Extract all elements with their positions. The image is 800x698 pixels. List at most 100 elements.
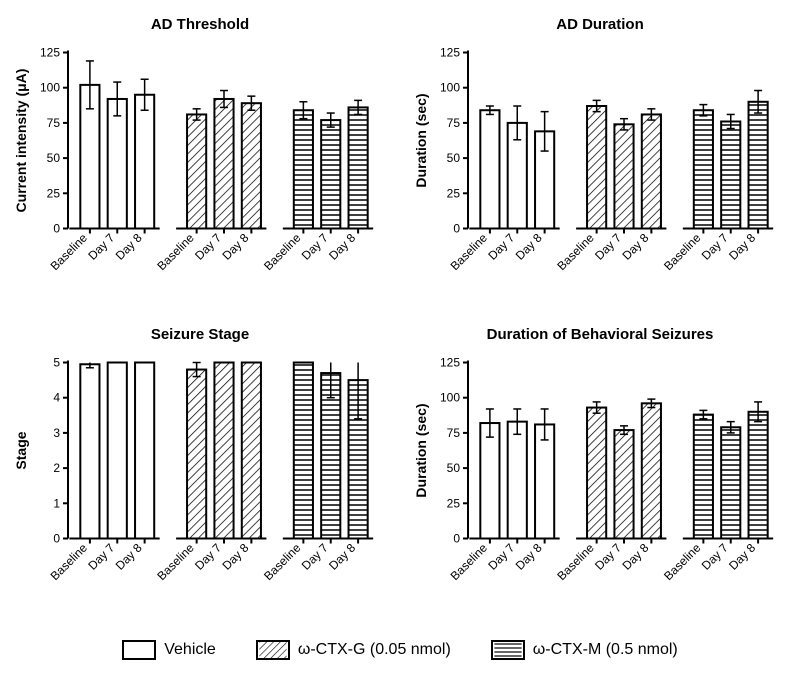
bar xyxy=(749,102,768,229)
xtick-label: Day 8 xyxy=(113,540,145,572)
bar xyxy=(135,363,154,539)
xtick-label: Baseline xyxy=(48,540,91,583)
xtick-label: Day 7 xyxy=(192,230,224,262)
chart-svg: 0255075100125Duration (sec)BaselineDay 7… xyxy=(410,35,790,310)
ytick-label: 2 xyxy=(53,461,60,475)
ytick-label: 50 xyxy=(447,461,461,475)
bar xyxy=(721,121,740,228)
xtick-label: Day 7 xyxy=(299,540,331,572)
xtick-label: Baseline xyxy=(554,540,597,583)
chart-svg: 0 25 50 75 100 125 Current intensity (μA) Basel… xyxy=(10,35,390,310)
ytick-label: 50 xyxy=(47,151,61,165)
bar xyxy=(294,363,313,539)
ytick-label: 100 xyxy=(440,391,460,405)
chart-svg: 0255075100125Duration (sec)BaselineDay 7… xyxy=(410,345,790,620)
bar xyxy=(614,430,633,538)
ytick-label: 50 xyxy=(447,151,461,165)
ytick-label: 0 xyxy=(53,222,60,236)
xtick-label: Day 8 xyxy=(326,230,358,262)
panel-title: AD Duration xyxy=(556,16,644,33)
bar xyxy=(242,363,261,539)
ytick-label: 75 xyxy=(447,426,461,440)
panel-title: AD Threshold xyxy=(151,16,249,33)
xtick-label: Day 8 xyxy=(219,540,251,572)
panel-ad_duration: AD Duration 0 25 50 75 100 125 Duration (sec) Ba… xyxy=(410,10,790,310)
chart-wrap: 012345StageBaselineDay 7Day 8BaselineDay… xyxy=(10,345,390,620)
bar xyxy=(587,106,606,228)
chart-wrap: 0255075100125Duration (sec)BaselineDay 7… xyxy=(410,35,790,310)
xtick-label: Day 7 xyxy=(592,230,624,262)
ytick-label: 25 xyxy=(447,186,461,200)
bar xyxy=(508,422,527,539)
ytick-label: 5 xyxy=(53,356,60,370)
bar xyxy=(187,370,206,539)
legend-swatch xyxy=(122,640,156,660)
xtick-label: Day 8 xyxy=(513,230,545,262)
panel-ad_threshold: AD Threshold 0 25 50 75 100 125 Current intensi… xyxy=(10,10,390,310)
xtick-label: Day 7 xyxy=(485,230,517,262)
xtick-label: Baseline xyxy=(261,540,304,583)
bar xyxy=(749,412,768,539)
ytick-label: 125 xyxy=(440,46,460,60)
xtick-label: Day 7 xyxy=(85,230,117,262)
bar xyxy=(349,107,368,228)
xtick-label: Day 7 xyxy=(699,230,731,262)
ytick-label: 25 xyxy=(47,186,61,200)
bar xyxy=(642,114,661,228)
xtick-label: Day 7 xyxy=(699,540,731,572)
xtick-label: Day 7 xyxy=(485,540,517,572)
xtick-label: Baseline xyxy=(154,230,197,273)
ytick-label: 100 xyxy=(440,81,460,95)
xtick-label: Day 8 xyxy=(113,230,145,262)
xtick-label: Day 8 xyxy=(619,230,651,262)
xtick-label: Day 8 xyxy=(726,540,758,572)
legend-item: ω-CTX-M (0.5 nmol) xyxy=(491,640,678,660)
ytick-label: 0 xyxy=(453,532,460,546)
xtick-label: Day 8 xyxy=(619,540,651,572)
bar xyxy=(694,415,713,539)
panel-title: Seizure Stage xyxy=(151,326,249,343)
bar xyxy=(214,99,233,229)
ytick-label: 125 xyxy=(40,46,60,60)
xtick-label: Day 8 xyxy=(513,540,545,572)
xtick-label: Baseline xyxy=(448,540,491,583)
panel-title: Duration of Behavioral Seizures xyxy=(487,326,714,343)
ytick-label: 75 xyxy=(447,116,461,130)
panel-behavioral_duration: Duration of Behavioral Seizures025507510… xyxy=(410,320,790,620)
y-axis-label: Duration (sec) xyxy=(413,93,429,187)
bar xyxy=(321,120,340,228)
ytick-label: 0 xyxy=(453,222,460,236)
bar xyxy=(642,403,661,538)
xtick-label: Baseline xyxy=(554,230,597,273)
xtick-label: Baseline xyxy=(448,230,491,273)
legend-item: ω-CTX-G (0.05 nmol) xyxy=(256,640,451,660)
bar xyxy=(480,110,499,228)
ytick-label: 75 xyxy=(47,116,61,130)
xtick-label: Day 8 xyxy=(326,540,358,572)
legend-swatch xyxy=(256,640,290,660)
bar xyxy=(108,99,127,229)
bar xyxy=(294,110,313,228)
xtick-label: Baseline xyxy=(48,230,91,273)
bar xyxy=(694,110,713,228)
y-axis-label: Stage xyxy=(13,431,29,469)
xtick-label: Baseline xyxy=(261,230,304,273)
y-axis-label: Duration (sec) xyxy=(413,403,429,497)
bar xyxy=(135,95,154,229)
bar xyxy=(587,408,606,539)
bar xyxy=(108,363,127,539)
y-axis-label: Current intensity (μA) xyxy=(13,69,29,213)
bar xyxy=(80,364,99,538)
xtick-label: Baseline xyxy=(661,540,704,583)
ytick-label: 100 xyxy=(40,81,60,95)
xtick-label: Day 8 xyxy=(219,230,251,262)
legend-label: Vehicle xyxy=(164,641,216,659)
ytick-label: 4 xyxy=(53,391,60,405)
ytick-label: 1 xyxy=(53,496,60,510)
legend-label: ω-CTX-M (0.5 nmol) xyxy=(533,641,678,659)
legend: Vehicle ω-CTX-G (0.05 nmol) ω-CTX-M (0.5 n… xyxy=(0,620,800,680)
panel-seizure_stage: Seizure Stage012345StageBaselineDay 7Day… xyxy=(10,320,390,620)
bar xyxy=(187,114,206,228)
xtick-label: Baseline xyxy=(154,540,197,583)
xtick-label: Baseline xyxy=(661,230,704,273)
